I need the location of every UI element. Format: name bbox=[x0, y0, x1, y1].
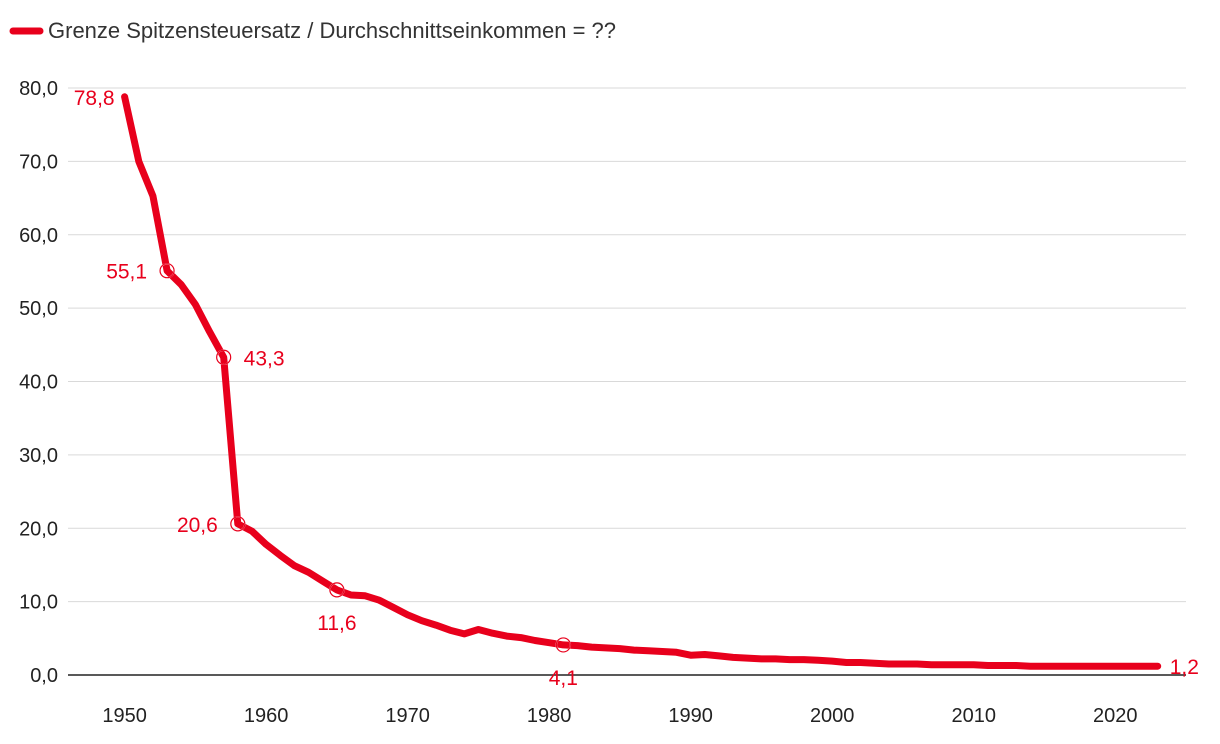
data-label: 4,1 bbox=[549, 667, 578, 690]
y-tick-label: 60,0 bbox=[19, 225, 58, 247]
y-tick-label: 80,0 bbox=[19, 78, 58, 100]
data-label: 55,1 bbox=[106, 261, 147, 284]
y-tick-label: 30,0 bbox=[19, 445, 58, 467]
y-tick-label: 70,0 bbox=[19, 151, 58, 173]
point-marker bbox=[159, 263, 175, 279]
series-line bbox=[121, 93, 1162, 670]
y-tick-label: 0,0 bbox=[30, 665, 58, 687]
y-tick-label: 20,0 bbox=[19, 518, 58, 540]
x-tick-label: 1960 bbox=[244, 705, 289, 727]
y-axis: 0,0 10,0 20,0 30,0 40,0 50,0 60,0 70,0 80,0 bbox=[19, 78, 58, 687]
y-tick-label: 10,0 bbox=[19, 592, 58, 614]
x-tick-label: 1950 bbox=[102, 705, 147, 727]
point-marker bbox=[216, 349, 232, 365]
data-label: 1,2 bbox=[1170, 656, 1199, 679]
x-tick-label: 2010 bbox=[951, 705, 996, 727]
x-tick-label: 2000 bbox=[810, 705, 855, 727]
gridlines bbox=[68, 87, 1186, 603]
series-layer bbox=[121, 93, 1162, 670]
y-tick-label: 50,0 bbox=[19, 298, 58, 320]
data-label: 78,8 bbox=[74, 87, 115, 110]
point-marker bbox=[230, 516, 246, 532]
x-tick-label: 1970 bbox=[385, 705, 430, 727]
data-label: 43,3 bbox=[244, 347, 285, 370]
x-tick-label: 2020 bbox=[1093, 705, 1138, 727]
marker-layer: 78,8 55,1 43,3 20,6 11,6 4,1 1,2 bbox=[74, 87, 1199, 690]
data-label: 20,6 bbox=[177, 514, 218, 537]
data-label: 11,6 bbox=[317, 612, 356, 635]
point-marker bbox=[555, 637, 571, 653]
x-tick-label: 1990 bbox=[668, 705, 713, 727]
point-marker bbox=[329, 582, 345, 598]
y-tick-label: 40,0 bbox=[19, 372, 58, 394]
legend: Grenze Spitzensteuersatz / Durchschnitts… bbox=[9, 18, 616, 43]
x-tick-label: 1980 bbox=[527, 705, 572, 727]
x-axis: 1950 1960 1970 1980 1990 2000 2010 2020 bbox=[68, 674, 1186, 727]
legend-label: Grenze Spitzensteuersatz / Durchschnitts… bbox=[48, 18, 616, 43]
